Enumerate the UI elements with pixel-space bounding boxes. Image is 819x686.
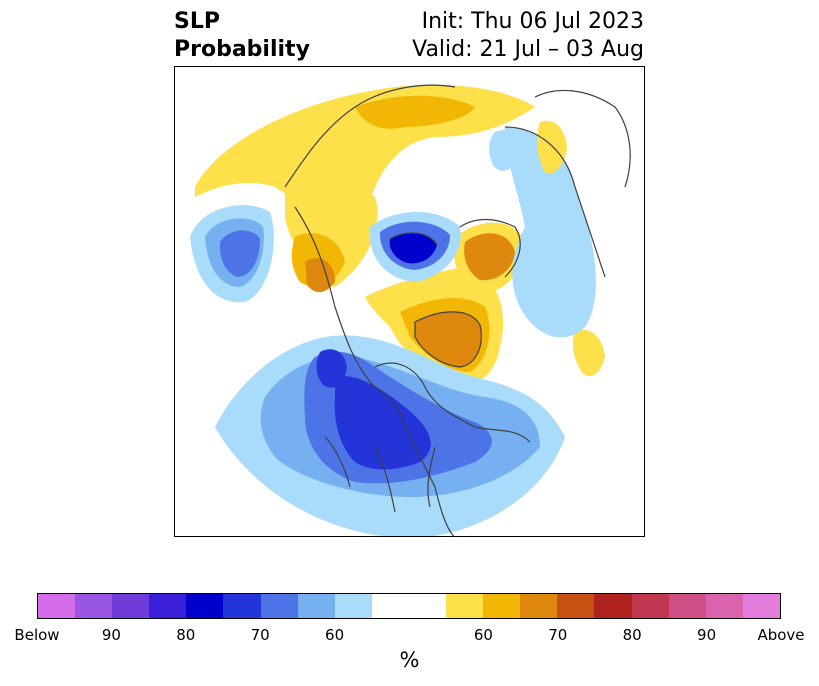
below-75-north-america-region — [334, 376, 431, 470]
below-75-alaska-region — [316, 349, 347, 388]
colorbar-tick-label: 60 — [473, 626, 493, 644]
colorbar-segment — [631, 594, 669, 618]
colorbar-segment — [742, 594, 780, 618]
colorbar-segment — [557, 594, 595, 618]
colorbar-segment — [594, 594, 632, 618]
chart-title: SLP Probability — [174, 8, 310, 64]
coastlines — [284, 84, 631, 536]
colorbar-segment — [112, 594, 150, 618]
colorbar-tick-label: 90 — [101, 626, 121, 644]
above-70-greenland-region — [415, 311, 482, 367]
below-60-siberia-east-region — [489, 129, 519, 171]
colorbar-segment — [446, 594, 484, 618]
valid-range: Valid: 21 Jul – 03 Aug — [412, 37, 644, 62]
above-70-east-asia-region — [305, 258, 335, 293]
colorbar-segment — [483, 594, 521, 618]
above-60-atlantic-region — [572, 329, 605, 377]
colorbar-tick-label: 70 — [250, 626, 270, 644]
below-80-arctic-region — [389, 233, 437, 264]
colorbar-segment — [408, 594, 447, 618]
colorbar-segment — [297, 594, 335, 618]
colorbar-segment — [186, 594, 224, 618]
above-60-europe-small-region — [537, 120, 567, 174]
title-variable: SLP — [174, 9, 220, 34]
probability-map — [174, 66, 645, 537]
colorbar-labels: Below 90 80 70 60 60 70 80 90 Above — [14, 626, 804, 646]
colorbar-tick-label: 90 — [697, 626, 717, 644]
probability-colorbar — [37, 593, 781, 619]
date-info: Init: Thu 06 Jul 2023 Valid: 21 Jul – 03… — [412, 8, 644, 64]
colorbar-tick-label: Above — [757, 626, 805, 644]
init-date: Init: Thu 06 Jul 2023 — [421, 9, 644, 34]
colorbar-segment — [334, 594, 372, 618]
colorbar-segment — [668, 594, 706, 618]
colorbar-segment — [75, 594, 113, 618]
colorbar-segment — [705, 594, 743, 618]
below-70-pacific-region — [219, 230, 260, 277]
map-canvas — [175, 67, 644, 536]
colorbar-tick-label: 70 — [548, 626, 568, 644]
colorbar-segment — [260, 594, 298, 618]
colorbar-segment — [520, 594, 558, 618]
title-measure: Probability — [174, 37, 310, 62]
colorbar-tick-label: 80 — [176, 626, 196, 644]
above-65-siberia-region — [355, 95, 475, 129]
above-70-scandinavia-region — [464, 233, 515, 281]
colorbar-segment — [149, 594, 187, 618]
colorbar-segment — [38, 594, 76, 618]
colorbar-segment — [371, 594, 409, 618]
colorbar-tick-label: 60 — [325, 626, 345, 644]
colorbar-tick-label: 80 — [622, 626, 642, 644]
colorbar-tick-label: Below — [14, 626, 60, 644]
below-60-europe-region — [505, 127, 596, 338]
colorbar-segment — [223, 594, 261, 618]
colorbar-units: % — [399, 648, 420, 672]
